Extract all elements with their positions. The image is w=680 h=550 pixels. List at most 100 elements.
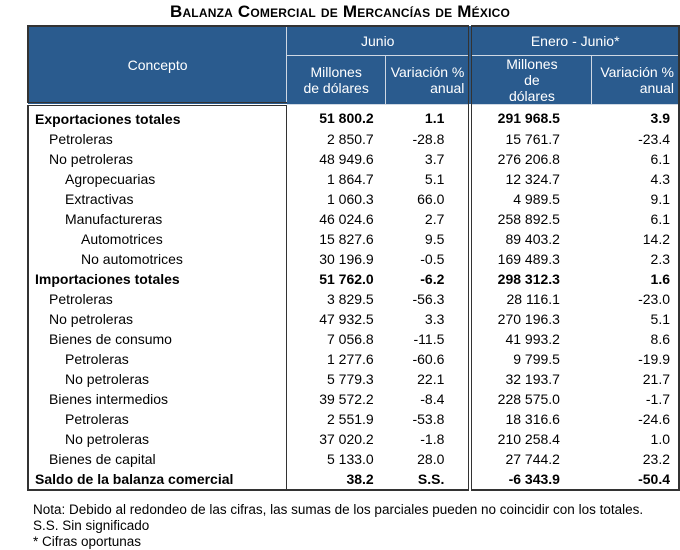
junio-millones: 51 800.2	[319, 110, 374, 127]
enero-junio-variacion: 8.6	[650, 331, 670, 347]
enero-junio-millones: 169 489.3	[497, 251, 560, 267]
header-junio: Junio	[286, 25, 473, 56]
table-row: Saldo de la balanza comercial 38.2 S.S. -6 …	[28, 469, 679, 490]
enero-junio-variacion: 4.3	[650, 171, 670, 187]
table-row: Manufactureras 46 024.6 2.7 258 892.5 6.1	[28, 209, 679, 229]
junio-variacion: 5.1	[385, 169, 473, 189]
junio-variacion: 2.7	[385, 209, 473, 229]
note-ss: S.S. Sin significado	[33, 518, 150, 533]
enero-junio-millones: 89 403.2	[505, 231, 560, 247]
row-label: Automotrices	[28, 229, 288, 249]
row-label: Bienes de capital	[28, 449, 288, 469]
junio-variacion: -28.8	[385, 129, 473, 149]
junio-millones: 3 829.5	[326, 291, 374, 307]
junio-millones: 1 277.6	[326, 351, 374, 367]
header-enero-junio: Enero - Junio*	[469, 25, 680, 56]
junio-variacion: -0.5	[385, 249, 473, 269]
junio-variacion: -6.2	[385, 269, 473, 289]
table-row: Importaciones totales 51 762.0 -6.2 298 312…	[28, 269, 679, 289]
table-row: No petroleras 5 779.3 22.1 32 193.7 21.7	[28, 369, 679, 389]
enero-junio-variacion: 14.2	[642, 231, 670, 247]
header-junio-millones: Millones de dólares	[286, 54, 387, 105]
junio-millones: 30 196.9	[319, 251, 374, 267]
junio-variacion: 9.5	[385, 229, 473, 249]
row-label: Petroleras	[28, 409, 288, 429]
junio-variacion: -53.8	[385, 409, 473, 429]
enero-junio-variacion: -23.0	[638, 291, 670, 307]
enero-junio-variacion: 9.1	[650, 191, 670, 207]
table-row: Agropecuarias 1 864.7 5.1 12 324.7 4.3	[28, 169, 679, 189]
junio-millones: 47 932.5	[319, 311, 374, 327]
enero-junio-millones: 291 968.5	[497, 110, 560, 127]
junio-variacion: -60.6	[385, 349, 473, 369]
row-label: No petroleras	[28, 309, 288, 329]
row-label: Bienes intermedios	[28, 389, 288, 409]
enero-junio-millones: 12 324.7	[505, 171, 560, 187]
junio-variacion: 28.0	[385, 449, 473, 469]
enero-junio-millones: -6 343.9	[508, 471, 560, 487]
row-label: Bienes de consumo	[28, 329, 288, 349]
enero-junio-millones: 15 761.7	[505, 131, 560, 147]
row-label: No petroleras	[28, 149, 288, 169]
junio-variacion: 3.7	[385, 149, 473, 169]
junio-variacion: -8.4	[385, 389, 473, 409]
enero-junio-variacion: 21.7	[642, 371, 670, 387]
enero-junio-millones: 228 575.0	[497, 391, 560, 407]
enero-junio-variacion: 1.0	[650, 431, 670, 447]
enero-junio-millones: 32 193.7	[505, 371, 560, 387]
enero-junio-millones: 41 993.2	[505, 331, 560, 347]
table-row: Exportaciones totales 51 800.2 1.1 291 968.…	[28, 104, 679, 129]
junio-millones: 46 024.6	[319, 211, 374, 227]
junio-millones: 2 551.9	[326, 411, 374, 427]
enero-junio-variacion: -1.7	[645, 391, 670, 407]
enero-junio-millones: 9 799.5	[513, 351, 560, 367]
row-label: No automotrices	[28, 249, 288, 269]
enero-junio-variacion: -50.4	[638, 471, 670, 487]
enero-junio-variacion: 6.1	[650, 151, 670, 167]
table-row: Petroleras 2 551.9 -53.8 18 316.6 -24.6	[28, 409, 679, 429]
enero-junio-variacion: -24.6	[638, 411, 670, 427]
enero-junio-millones: 258 892.5	[497, 211, 560, 227]
junio-millones: 1 060.3	[326, 191, 374, 207]
row-label: Petroleras	[28, 289, 288, 309]
row-label: Petroleras	[28, 349, 288, 369]
table-row: No petroleras 37 020.2 -1.8 210 258.4 1.0	[28, 429, 679, 449]
enero-junio-variacion: -19.9	[638, 351, 670, 367]
header-enero-variacion: Variación % anual	[591, 54, 680, 105]
trade-balance-table: Concepto Junio Enero - Junio* Millones d…	[27, 25, 680, 491]
table-row: Automotrices 15 827.6 9.5 89 403.2 14.2	[28, 229, 679, 249]
note-cifras: * Cifras oportunas	[33, 534, 142, 549]
junio-variacion: 1.1	[385, 104, 473, 129]
row-label: No petroleras	[28, 429, 288, 449]
junio-variacion: -11.5	[385, 329, 473, 349]
table-row: Bienes de capital 5 133.0 28.0 27 744.2 23.2	[28, 449, 679, 469]
junio-variacion: S.S.	[385, 469, 473, 490]
row-label: Agropecuarias	[28, 169, 288, 189]
junio-millones: 37 020.2	[319, 431, 374, 447]
table-title: Balanza Comercial de Mercancías de Méxic…	[169, 2, 511, 21]
junio-variacion: 3.3	[385, 309, 473, 329]
enero-junio-millones: 18 316.6	[505, 411, 560, 427]
enero-junio-millones: 4 989.5	[513, 191, 560, 207]
junio-millones: 51 762.0	[319, 271, 374, 287]
row-label: Manufactureras	[28, 209, 288, 229]
table-row: Petroleras 2 850.7 -28.8 15 761.7 -23.4	[28, 129, 679, 149]
junio-variacion: 22.1	[385, 369, 473, 389]
enero-junio-millones: 270 196.3	[497, 311, 560, 327]
enero-junio-variacion: 3.9	[650, 110, 670, 127]
table-row: Bienes de consumo 7 056.8 -11.5 41 993.2 8.6	[28, 329, 679, 349]
enero-junio-millones: 28 116.1	[506, 291, 560, 307]
enero-junio-millones: 210 258.4	[497, 431, 560, 447]
row-label: Importaciones totales	[28, 269, 288, 289]
junio-millones: 38.2	[346, 471, 374, 487]
table-row: Petroleras 1 277.6 -60.6 9 799.5 -19.9	[28, 349, 679, 369]
enero-junio-variacion: 5.1	[650, 311, 670, 327]
row-label: No petroleras	[28, 369, 288, 389]
table-row: Extractivas 1 060.3 66.0 4 989.5 9.1	[28, 189, 679, 209]
enero-junio-variacion: 23.2	[642, 451, 670, 467]
junio-millones: 48 949.6	[319, 151, 374, 167]
enero-junio-millones: 298 312.3	[497, 271, 560, 287]
header-enero-millones: Millones de dólares	[469, 54, 593, 105]
table-row: No petroleras 47 932.5 3.3 270 196.3 5.1	[28, 309, 679, 329]
enero-junio-variacion: 2.3	[650, 251, 670, 267]
